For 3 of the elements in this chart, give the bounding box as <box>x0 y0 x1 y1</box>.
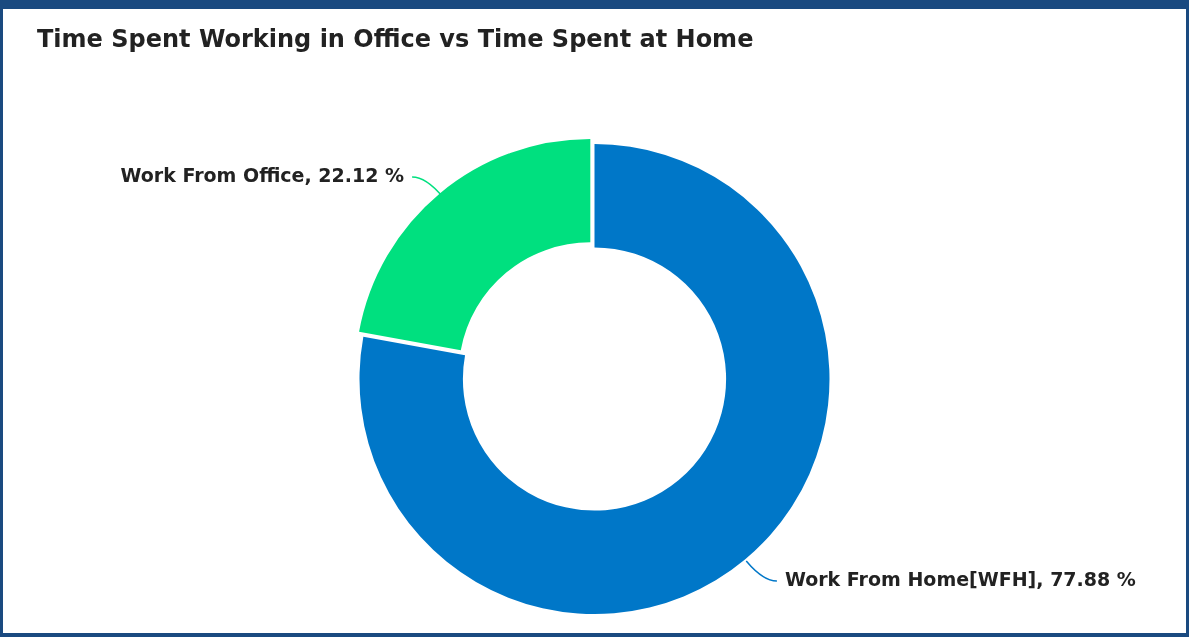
slice-label: Work From Office, 22.12 % <box>120 163 405 186</box>
chart-title: Time Spent Working in Office vs Time Spent at Home <box>37 25 754 53</box>
slice-label: Work From Home[WFH], 77.88 % <box>784 567 1136 590</box>
